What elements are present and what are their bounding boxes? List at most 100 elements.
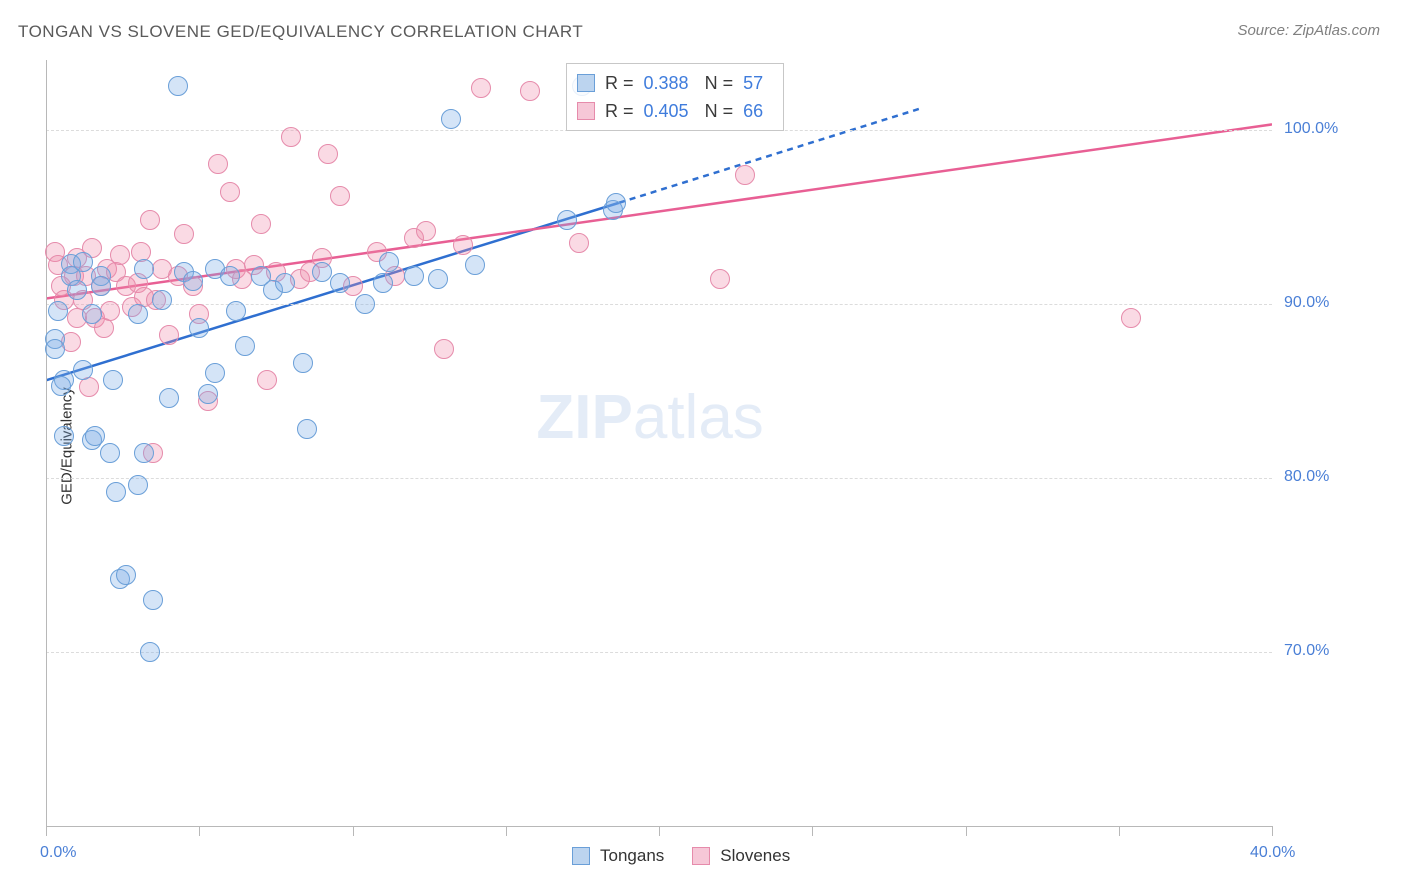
data-point [235,336,255,356]
series-legend: Tongans Slovenes [572,846,790,866]
data-point [293,353,313,373]
y-axis [46,60,47,826]
data-point [174,224,194,244]
data-point [428,269,448,289]
r-label: R = [605,73,634,94]
data-point [110,245,130,265]
data-point [116,565,136,585]
plot-area: ZIPatlas [46,60,1272,826]
data-point [82,304,102,324]
legend-swatch [692,847,710,865]
y-tick-label: 100.0% [1284,120,1338,138]
y-tick-label: 80.0% [1284,468,1329,486]
data-point [434,339,454,359]
x-tick-label: 40.0% [1250,844,1295,862]
n-value: 57 [743,73,763,94]
stats-row: R = 0.405 N = 66 [577,97,769,125]
data-point [220,266,240,286]
data-point [471,78,491,98]
data-point [330,186,350,206]
legend-swatch [572,847,590,865]
data-point [226,301,246,321]
data-point [152,290,172,310]
data-point [557,210,577,230]
data-point [159,325,179,345]
data-point [51,376,71,396]
n-label: N = [705,73,734,94]
data-point [100,301,120,321]
gridline [46,652,1272,653]
data-point [100,443,120,463]
x-tick-label: 0.0% [40,844,76,862]
data-point [67,280,87,300]
data-point [48,301,68,321]
data-point [606,193,626,213]
x-tick [812,826,813,836]
data-point [143,590,163,610]
y-tick-label: 70.0% [1284,642,1329,660]
data-point [54,426,74,446]
x-tick [199,826,200,836]
stats-row: R = 0.388 N = 57 [577,69,769,97]
legend-item: Slovenes [692,846,790,866]
data-point [416,221,436,241]
data-point [710,269,730,289]
x-tick [1119,826,1120,836]
data-point [569,233,589,253]
r-value: 0.388 [644,73,689,94]
trend-lines [46,60,1272,826]
source-label: Source: ZipAtlas.com [1237,22,1380,39]
data-point [275,273,295,293]
data-point [453,235,473,255]
x-tick [966,826,967,836]
data-point [168,76,188,96]
data-point [520,81,540,101]
x-tick [659,826,660,836]
r-value: 0.405 [644,101,689,122]
data-point [189,318,209,338]
data-point [735,165,755,185]
legend-swatch [577,102,595,120]
data-point [404,266,424,286]
data-point [85,426,105,446]
data-point [140,642,160,662]
data-point [128,475,148,495]
legend-swatch [577,74,595,92]
legend-item: Tongans [572,846,664,866]
data-point [208,154,228,174]
chart-title: TONGAN VS SLOVENE GED/EQUIVALENCY CORREL… [18,22,583,42]
data-point [251,214,271,234]
data-point [106,482,126,502]
data-point [205,363,225,383]
legend-label: Slovenes [720,846,790,866]
data-point [128,304,148,324]
data-point [140,210,160,230]
x-tick [46,826,47,836]
data-point [79,377,99,397]
r-label: R = [605,101,634,122]
watermark: ZIPatlas [536,382,763,453]
data-point [45,339,65,359]
data-point [73,252,93,272]
data-point [103,370,123,390]
legend-label: Tongans [600,846,664,866]
data-point [312,262,332,282]
data-point [330,273,350,293]
data-point [281,127,301,147]
n-label: N = [705,101,734,122]
data-point [373,273,393,293]
data-point [441,109,461,129]
data-point [1121,308,1141,328]
data-point [159,388,179,408]
data-point [297,419,317,439]
x-tick [506,826,507,836]
data-point [134,259,154,279]
gridline [46,478,1272,479]
data-point [318,144,338,164]
data-point [91,276,111,296]
x-tick [1272,826,1273,836]
data-point [355,294,375,314]
n-value: 66 [743,101,763,122]
data-point [257,370,277,390]
stats-legend: R = 0.388 N = 57 R = 0.405 N = 66 [566,63,784,131]
